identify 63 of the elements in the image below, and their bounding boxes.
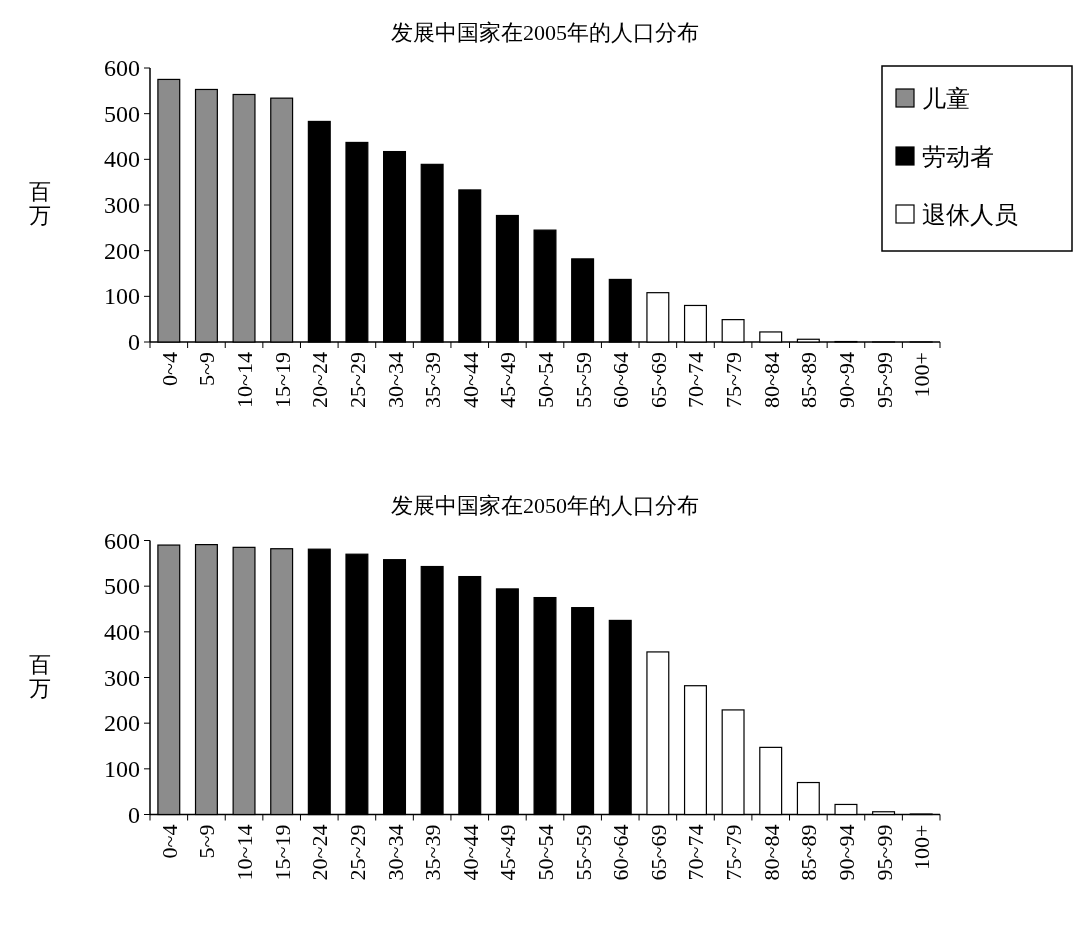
x-tick-label: 20~24 bbox=[307, 824, 333, 881]
x-tick-label: 45~49 bbox=[495, 824, 521, 881]
x-tick-label: 50~54 bbox=[533, 352, 558, 408]
x-tick-label: 90~94 bbox=[833, 824, 859, 881]
legend-label: 劳动者 bbox=[922, 144, 994, 170]
x-tick-label: 25~29 bbox=[344, 824, 370, 881]
y-axis-title: 百万 bbox=[29, 651, 51, 701]
y-tick-label: 600 bbox=[104, 527, 140, 554]
x-tick-label: 75~79 bbox=[721, 352, 747, 408]
x-tick-label: 95~99 bbox=[871, 352, 897, 408]
x-tick-label: 25~29 bbox=[344, 352, 370, 408]
x-tick-label: 100+ bbox=[909, 352, 935, 398]
x-tick-label: 40~44 bbox=[457, 824, 483, 881]
x-tick-label: 10~14 bbox=[232, 352, 258, 408]
y-tick-label: 200 bbox=[104, 710, 140, 737]
x-tick-label: 0~4 bbox=[156, 352, 182, 386]
x-tick-label: 40~44 bbox=[457, 352, 483, 408]
x-tick-label: 65~69 bbox=[645, 824, 671, 881]
x-tick-label: 60~64 bbox=[608, 352, 634, 408]
x-tick-label: 65~69 bbox=[645, 352, 671, 408]
x-tick-label: 80~84 bbox=[758, 352, 784, 408]
x-tick-label: 15~19 bbox=[269, 352, 295, 408]
x-tick-label: 85~89 bbox=[796, 824, 822, 881]
x-tick-label: 35~39 bbox=[420, 352, 446, 408]
x-tick-label: 50~54 bbox=[533, 824, 558, 881]
y-tick-label: 100 bbox=[104, 755, 140, 782]
x-tick-label: 15~19 bbox=[269, 824, 295, 881]
legend-label: 退休人员 bbox=[922, 202, 1018, 228]
x-tick-label: 70~74 bbox=[683, 824, 709, 881]
x-tick-label: 55~59 bbox=[570, 352, 596, 408]
x-tick-label: 100+ bbox=[909, 824, 935, 870]
y-tick-label: 0 bbox=[128, 801, 140, 828]
x-tick-label: 85~89 bbox=[796, 352, 822, 408]
x-tick-label: 0~4 bbox=[156, 824, 182, 859]
x-tick-label: 75~79 bbox=[721, 824, 747, 881]
y-tick-label: 500 bbox=[104, 100, 140, 127]
x-tick-label: 95~99 bbox=[871, 824, 897, 881]
y-tick-label: 600 bbox=[104, 55, 140, 81]
y-tick-label: 400 bbox=[104, 618, 140, 645]
x-tick-label: 30~34 bbox=[382, 352, 408, 408]
x-tick-label: 55~59 bbox=[570, 824, 596, 881]
y-tick-label: 200 bbox=[104, 237, 140, 264]
x-tick-label: 5~9 bbox=[194, 824, 220, 859]
y-tick-label: 500 bbox=[104, 573, 140, 600]
x-tick-label: 80~84 bbox=[758, 824, 784, 881]
x-tick-label: 90~94 bbox=[833, 352, 859, 408]
x-tick-label: 45~49 bbox=[495, 352, 521, 408]
x-tick-label: 60~64 bbox=[608, 824, 634, 881]
x-tick-label: 5~9 bbox=[194, 352, 220, 386]
chart-title: 发展中国家在2050年的人口分布 bbox=[391, 492, 699, 518]
y-tick-label: 300 bbox=[104, 192, 140, 218]
y-tick-label: 400 bbox=[104, 146, 140, 173]
y-tick-label: 100 bbox=[104, 283, 140, 310]
x-tick-label: 30~34 bbox=[382, 824, 408, 881]
y-tick-label: 300 bbox=[104, 664, 140, 691]
chart-title: 发展中国家在2005年的人口分布 bbox=[391, 20, 699, 45]
x-tick-label: 20~24 bbox=[307, 352, 333, 408]
x-tick-label: 70~74 bbox=[683, 352, 709, 408]
x-tick-label: 35~39 bbox=[420, 824, 446, 881]
legend-label: 儿童 bbox=[922, 86, 970, 112]
y-tick-label: 0 bbox=[128, 329, 140, 355]
y-axis-title: 百万 bbox=[29, 179, 51, 228]
x-tick-label: 10~14 bbox=[232, 824, 258, 881]
